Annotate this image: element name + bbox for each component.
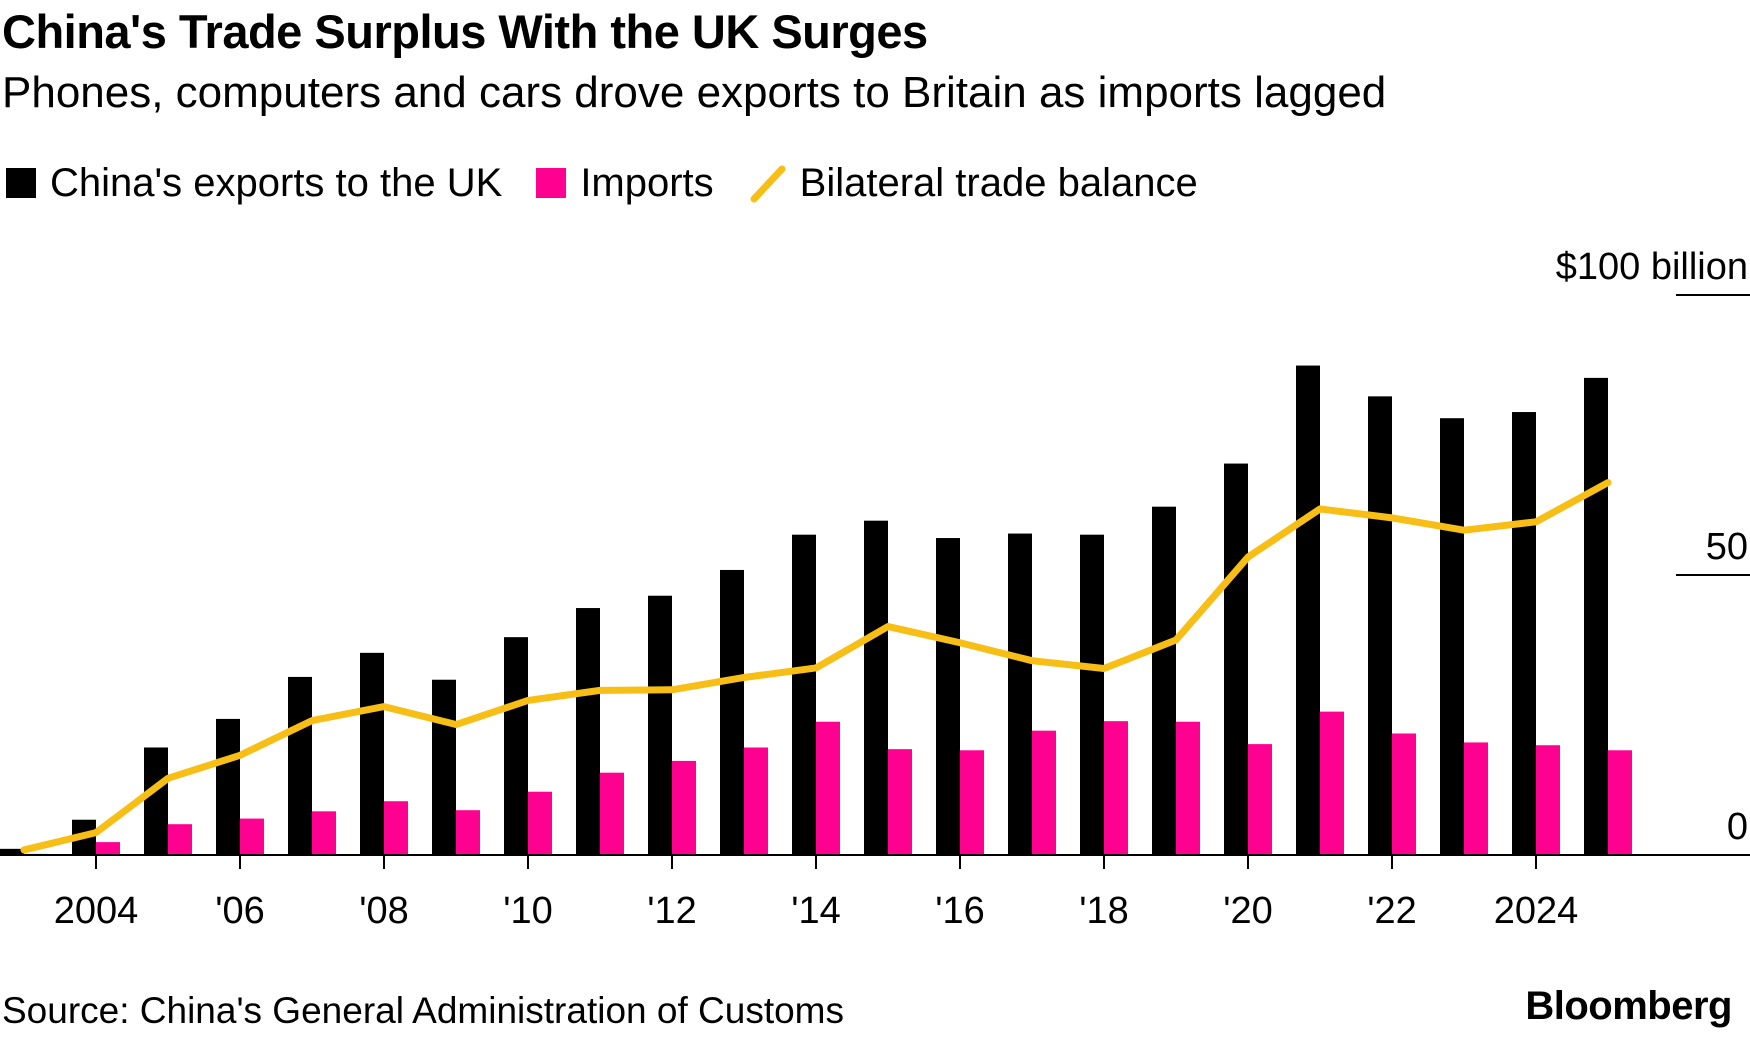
imports-bar bbox=[1320, 711, 1344, 855]
imports-bar bbox=[960, 750, 984, 855]
exports-bar bbox=[1296, 365, 1320, 855]
chart-subtitle: Phones, computers and cars drove exports… bbox=[2, 68, 1387, 117]
exports-bar bbox=[360, 652, 384, 855]
legend-item-balance: Bilateral trade balance bbox=[748, 161, 1198, 206]
imports-bar bbox=[528, 791, 552, 855]
imports-bar bbox=[1104, 721, 1128, 855]
x-tick-label: '08 bbox=[359, 890, 409, 932]
exports-bar bbox=[1224, 463, 1248, 855]
exports-bar bbox=[1080, 534, 1104, 855]
y-tick-label: 0 bbox=[1727, 806, 1748, 848]
imports-bar bbox=[1392, 733, 1416, 855]
imports-bar bbox=[600, 772, 624, 855]
imports-bar bbox=[888, 749, 912, 855]
exports-bar bbox=[216, 718, 240, 855]
imports-bar bbox=[1176, 721, 1200, 855]
y-tick-label: 50 bbox=[1706, 526, 1748, 568]
exports-bar bbox=[1512, 412, 1536, 855]
exports-bar bbox=[1368, 396, 1392, 855]
source-note: Source: China's General Administration o… bbox=[2, 990, 845, 1031]
legend-item-imports: Imports bbox=[536, 160, 714, 206]
x-tick-label: 2024 bbox=[1494, 890, 1579, 932]
exports-bar bbox=[1152, 506, 1176, 855]
legend: China's exports to the UK Imports Bilate… bbox=[6, 158, 1232, 208]
exports-bar bbox=[576, 608, 600, 855]
exports-bar bbox=[432, 679, 456, 855]
exports-bar bbox=[144, 747, 168, 855]
imports-bar bbox=[384, 801, 408, 855]
exports-bar bbox=[720, 569, 744, 855]
legend-label-balance: Bilateral trade balance bbox=[799, 160, 1198, 205]
imports-bar bbox=[816, 721, 840, 855]
imports-bar bbox=[312, 811, 336, 855]
exports-bar bbox=[1584, 377, 1608, 855]
exports-bar bbox=[648, 595, 672, 855]
x-tick-label: '22 bbox=[1367, 890, 1417, 932]
exports-swatch-icon bbox=[6, 168, 36, 198]
exports-bar bbox=[792, 534, 816, 855]
legend-label-exports: China's exports to the UK bbox=[50, 160, 503, 205]
trade-chart: $100 billion 50 0 2004 '06 '08 '10 '12 '14 '16 '18… bbox=[0, 246, 1750, 932]
imports-bar bbox=[672, 760, 696, 855]
x-tick-label: '20 bbox=[1223, 890, 1273, 932]
exports-bar bbox=[1008, 533, 1032, 855]
bloomberg-logo: Bloomberg bbox=[1525, 984, 1732, 1028]
imports-bar bbox=[168, 824, 192, 855]
exports-bar bbox=[504, 637, 528, 855]
imports-bar bbox=[744, 747, 768, 855]
x-tick-label: '14 bbox=[791, 890, 841, 932]
exports-bar bbox=[0, 848, 24, 855]
imports-swatch-icon bbox=[536, 168, 567, 198]
imports-bar bbox=[240, 818, 264, 855]
imports-bar bbox=[1608, 750, 1632, 855]
imports-bar bbox=[1536, 745, 1560, 855]
imports-bar bbox=[1464, 742, 1488, 855]
trade-balance-line bbox=[20, 479, 1612, 854]
x-tick-label: '10 bbox=[503, 890, 553, 932]
exports-bar bbox=[1440, 418, 1464, 855]
x-tick-label: '06 bbox=[215, 890, 265, 932]
imports-bar bbox=[1248, 744, 1272, 855]
imports-bar bbox=[96, 842, 120, 855]
imports-bar bbox=[456, 810, 480, 855]
chart-title: China's Trade Surplus With the UK Surges bbox=[2, 5, 928, 58]
x-tick-label: 2004 bbox=[54, 890, 139, 932]
legend-label-imports: Imports bbox=[580, 160, 714, 205]
x-tick-label: '16 bbox=[935, 890, 985, 932]
exports-bar bbox=[288, 676, 312, 855]
y-tick-label: $100 billion bbox=[1556, 246, 1748, 288]
x-tick-label: '18 bbox=[1079, 890, 1129, 932]
legend-item-exports: China's exports to the UK bbox=[6, 161, 502, 206]
exports-bar bbox=[936, 538, 960, 855]
x-tick-label: '12 bbox=[647, 890, 697, 932]
balance-line-swatch-icon bbox=[750, 165, 786, 203]
imports-bar bbox=[1032, 730, 1056, 855]
exports-bar bbox=[864, 520, 888, 855]
